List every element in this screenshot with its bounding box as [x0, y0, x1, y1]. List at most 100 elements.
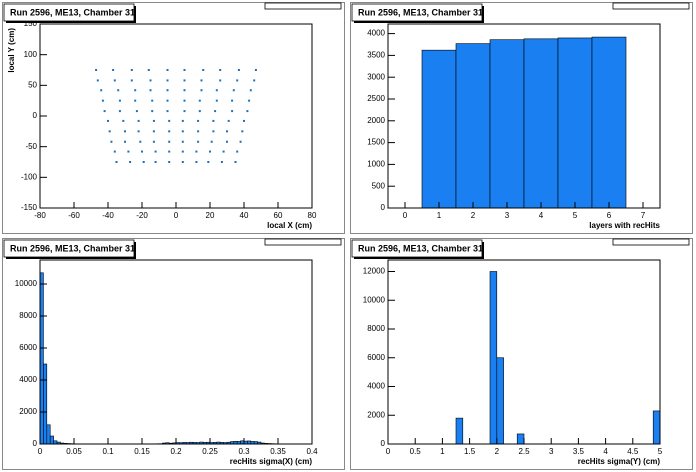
- point: [166, 99, 169, 102]
- point: [166, 69, 169, 71]
- point: [113, 150, 116, 153]
- bar: [455, 417, 464, 445]
- title-box: [351, 239, 483, 258]
- x-tick-label: 2: [471, 211, 476, 220]
- point: [168, 150, 171, 153]
- point: [108, 130, 111, 133]
- bar: [49, 435, 54, 445]
- x-tick-label: 6: [607, 211, 612, 220]
- x-axis-label: local X (cm): [267, 221, 312, 230]
- x-tick-label: -80: [34, 211, 46, 220]
- point: [142, 161, 145, 163]
- y-tick-label: 3500: [367, 51, 385, 60]
- point: [220, 161, 223, 163]
- point: [254, 69, 257, 71]
- point: [198, 99, 201, 102]
- bar: [489, 39, 525, 209]
- stats-box: [264, 2, 342, 10]
- x-tick-label: 3.5: [573, 447, 585, 456]
- bar: [455, 43, 491, 209]
- y-tick-label: 12000: [363, 267, 386, 276]
- point: [183, 89, 186, 92]
- point: [214, 110, 217, 113]
- point: [219, 69, 222, 71]
- point: [248, 99, 251, 102]
- point: [107, 119, 109, 122]
- point: [101, 99, 104, 102]
- point: [166, 79, 169, 82]
- y-tick-label: 3000: [367, 72, 385, 81]
- x-tick-label: 0: [38, 447, 43, 456]
- point: [183, 99, 186, 102]
- y-tick-label: 50: [28, 80, 37, 89]
- point: [195, 161, 198, 163]
- point: [236, 79, 239, 82]
- point: [168, 161, 171, 163]
- point: [232, 89, 235, 92]
- x-tick-label: 0.1: [102, 447, 114, 456]
- x-tick-label: 4: [603, 447, 608, 456]
- x-tick-label: 1.5: [464, 447, 476, 456]
- point: [95, 69, 98, 71]
- y-tick-label: 4000: [367, 382, 385, 391]
- point: [241, 130, 244, 133]
- point: [118, 99, 121, 102]
- x-tick-label: 0.35: [270, 447, 286, 456]
- x-tick-label: -40: [102, 211, 114, 220]
- point: [149, 89, 152, 92]
- y-tick-label: 6000: [367, 353, 385, 362]
- bar: [557, 37, 593, 209]
- stats-box: [264, 238, 342, 246]
- point: [168, 119, 171, 122]
- point: [183, 79, 186, 82]
- y-tick-label: 0: [381, 439, 386, 448]
- x-tick-label: -20: [136, 211, 148, 220]
- x-tick-label: 3: [549, 447, 554, 456]
- x-axis-label: recHits sigma(Y) (cm): [578, 457, 661, 466]
- chart-title: Run 2596, ME13, Chamber 31: [10, 243, 135, 253]
- point: [197, 119, 200, 122]
- chart-title: Run 2596, ME13, Chamber 31: [358, 243, 483, 253]
- y-tick-label: 2000: [367, 116, 385, 125]
- point: [137, 130, 140, 133]
- point: [243, 119, 245, 122]
- y-tick-label: 2500: [367, 94, 385, 103]
- bar: [523, 38, 559, 209]
- x-tick-label: 7: [641, 211, 646, 220]
- point: [135, 110, 138, 113]
- point: [215, 89, 218, 92]
- point: [222, 150, 225, 153]
- y-tick-label: 2000: [367, 410, 385, 419]
- frame: [387, 23, 661, 209]
- point: [253, 79, 256, 82]
- x-tick-label: 0.4: [306, 447, 318, 456]
- x-tick-label: 60: [274, 211, 283, 220]
- y-axis-label: local Y (cm): [7, 28, 16, 73]
- y-tick-label: -100: [21, 172, 38, 181]
- point: [246, 110, 249, 113]
- point: [96, 79, 99, 82]
- bar: [43, 363, 48, 445]
- point: [141, 150, 143, 153]
- y-tick-label: 8000: [19, 311, 37, 320]
- point: [195, 150, 198, 153]
- point: [168, 140, 171, 143]
- x-tick-label: -60: [68, 211, 80, 220]
- y-tick-label: 10000: [15, 279, 38, 288]
- y-tick-label: 6000: [19, 343, 37, 352]
- stats-box: [612, 238, 690, 246]
- x-tick-label: 4.5: [627, 447, 639, 456]
- point: [166, 110, 169, 113]
- point: [234, 161, 237, 163]
- point: [168, 130, 171, 133]
- x-tick-label: 0.2: [170, 447, 182, 456]
- x-tick-label: 0.05: [66, 447, 82, 456]
- chart-title: Run 2596, ME13, Chamber 31: [358, 7, 483, 17]
- title-box: [3, 239, 135, 258]
- x-tick-label: 0: [174, 211, 179, 220]
- x-tick-label: 0.5: [410, 447, 422, 456]
- point: [149, 79, 152, 82]
- point: [130, 79, 133, 82]
